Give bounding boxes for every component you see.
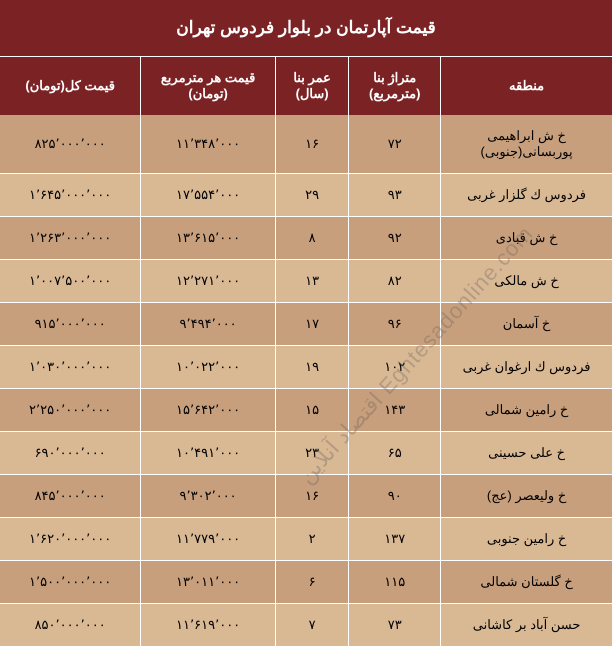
cell-age: ۶ bbox=[275, 561, 348, 604]
cell-ppm: ۱۲٬۲۷۱٬۰۰۰ bbox=[141, 260, 276, 303]
cell-total: ۱٬۰۳۰٬۰۰۰٬۰۰۰ bbox=[0, 346, 141, 389]
cell-total: ۱٬۵۰۰٬۰۰۰٬۰۰۰ bbox=[0, 561, 141, 604]
cell-ppm: ۱۱٬۷۷۹٬۰۰۰ bbox=[141, 518, 276, 561]
table-body: خ ش ابراهیمی پوربسانی(جنوبی)۷۲۱۶۱۱٬۳۴۸٬۰… bbox=[0, 115, 612, 646]
cell-area: خ علی حسینی bbox=[441, 432, 612, 475]
cell-age: ۱۶ bbox=[275, 475, 348, 518]
cell-age: ۱۶ bbox=[275, 115, 348, 174]
cell-age: ۲۹ bbox=[275, 174, 348, 217]
cell-ppm: ۱۰٬۴۹۱٬۰۰۰ bbox=[141, 432, 276, 475]
table-header: منطقه متراژ بنا (مترمربع) عمر بنا (سال) … bbox=[0, 57, 612, 116]
cell-size: ۱۳۷ bbox=[349, 518, 441, 561]
cell-total: ۸۵۰٬۰۰۰٬۰۰۰ bbox=[0, 604, 141, 646]
cell-area: خ ش مالکی bbox=[441, 260, 612, 303]
table-row: خ گلستان شمالی۱۱۵۶۱۳٬۰۱۱٬۰۰۰۱٬۵۰۰٬۰۰۰٬۰۰… bbox=[0, 561, 612, 604]
cell-size: ۱۰۲ bbox=[349, 346, 441, 389]
col-area: منطقه bbox=[441, 57, 612, 116]
cell-total: ۸۲۵٬۰۰۰٬۰۰۰ bbox=[0, 115, 141, 174]
table-row: خ ش قبادی۹۲۸۱۳٬۶۱۵٬۰۰۰۱٬۲۶۳٬۰۰۰٬۰۰۰ bbox=[0, 217, 612, 260]
cell-size: ۹۶ bbox=[349, 303, 441, 346]
cell-age: ۱۳ bbox=[275, 260, 348, 303]
cell-ppm: ۱۰٬۰۲۲٬۰۰۰ bbox=[141, 346, 276, 389]
cell-total: ۱٬۰۰۷٬۵۰۰٬۰۰۰ bbox=[0, 260, 141, 303]
cell-size: ۷۲ bbox=[349, 115, 441, 174]
cell-total: ۱٬۶۴۵٬۰۰۰٬۰۰۰ bbox=[0, 174, 141, 217]
cell-age: ۷ bbox=[275, 604, 348, 646]
cell-area: خ آسمان bbox=[441, 303, 612, 346]
cell-area: خ ش ابراهیمی پوربسانی(جنوبی) bbox=[441, 115, 612, 174]
col-total: قیمت کل(تومان) bbox=[0, 57, 141, 116]
col-age: عمر بنا (سال) bbox=[275, 57, 348, 116]
cell-area: خ گلستان شمالی bbox=[441, 561, 612, 604]
cell-ppm: ۱۵٬۶۴۲٬۰۰۰ bbox=[141, 389, 276, 432]
cell-size: ۸۲ bbox=[349, 260, 441, 303]
price-table: منطقه متراژ بنا (مترمربع) عمر بنا (سال) … bbox=[0, 56, 612, 646]
cell-total: ۲٬۲۵۰٬۰۰۰٬۰۰۰ bbox=[0, 389, 141, 432]
cell-area: حسن آباد بر کاشانی bbox=[441, 604, 612, 646]
cell-size: ۶۵ bbox=[349, 432, 441, 475]
cell-age: ۱۹ bbox=[275, 346, 348, 389]
cell-age: ۲۳ bbox=[275, 432, 348, 475]
table-row: خ رامین شمالی۱۴۳۱۵۱۵٬۶۴۲٬۰۰۰۲٬۲۵۰٬۰۰۰٬۰۰… bbox=[0, 389, 612, 432]
col-ppm: قیمت هر مترمربع (تومان) bbox=[141, 57, 276, 116]
table-row: حسن آباد بر کاشانی۷۳۷۱۱٬۶۱۹٬۰۰۰۸۵۰٬۰۰۰٬۰… bbox=[0, 604, 612, 646]
cell-area: خ رامین جنوبی bbox=[441, 518, 612, 561]
cell-area: فردوس ك ارغوان غربی bbox=[441, 346, 612, 389]
cell-ppm: ۱۳٬۶۱۵٬۰۰۰ bbox=[141, 217, 276, 260]
table-row: فردوس ك گلزار غربی۹۳۲۹۱۷٬۵۵۴٬۰۰۰۱٬۶۴۵٬۰۰… bbox=[0, 174, 612, 217]
col-size: متراژ بنا (مترمربع) bbox=[349, 57, 441, 116]
table-row: خ علی حسینی۶۵۲۳۱۰٬۴۹۱٬۰۰۰۶۹۰٬۰۰۰٬۰۰۰ bbox=[0, 432, 612, 475]
cell-ppm: ۱۱٬۶۱۹٬۰۰۰ bbox=[141, 604, 276, 646]
cell-total: ۸۴۵٬۰۰۰٬۰۰۰ bbox=[0, 475, 141, 518]
cell-age: ۸ bbox=[275, 217, 348, 260]
table-row: خ ش ابراهیمی پوربسانی(جنوبی)۷۲۱۶۱۱٬۳۴۸٬۰… bbox=[0, 115, 612, 174]
table-row: خ رامین جنوبی۱۳۷۲۱۱٬۷۷۹٬۰۰۰۱٬۶۲۰٬۰۰۰٬۰۰۰ bbox=[0, 518, 612, 561]
cell-total: ۱٬۲۶۳٬۰۰۰٬۰۰۰ bbox=[0, 217, 141, 260]
cell-size: ۱۱۵ bbox=[349, 561, 441, 604]
cell-age: ۲ bbox=[275, 518, 348, 561]
cell-size: ۹۰ bbox=[349, 475, 441, 518]
cell-total: ۹۱۵٬۰۰۰٬۰۰۰ bbox=[0, 303, 141, 346]
cell-ppm: ۱۳٬۰۱۱٬۰۰۰ bbox=[141, 561, 276, 604]
cell-ppm: ۹٬۴۹۴٬۰۰۰ bbox=[141, 303, 276, 346]
table-row: خ ولیعصر (عج)۹۰۱۶۹٬۳۰۲٬۰۰۰۸۴۵٬۰۰۰٬۰۰۰ bbox=[0, 475, 612, 518]
table-row: خ ش مالکی۸۲۱۳۱۲٬۲۷۱٬۰۰۰۱٬۰۰۷٬۵۰۰٬۰۰۰ bbox=[0, 260, 612, 303]
cell-size: ۱۴۳ bbox=[349, 389, 441, 432]
cell-area: خ ولیعصر (عج) bbox=[441, 475, 612, 518]
cell-ppm: ۱۱٬۳۴۸٬۰۰۰ bbox=[141, 115, 276, 174]
cell-ppm: ۹٬۳۰۲٬۰۰۰ bbox=[141, 475, 276, 518]
cell-total: ۶۹۰٬۰۰۰٬۰۰۰ bbox=[0, 432, 141, 475]
cell-age: ۱۵ bbox=[275, 389, 348, 432]
cell-total: ۱٬۶۲۰٬۰۰۰٬۰۰۰ bbox=[0, 518, 141, 561]
cell-size: ۷۳ bbox=[349, 604, 441, 646]
cell-area: خ رامین شمالی bbox=[441, 389, 612, 432]
price-table-container: قیمت آپارتمان در بلوار فردوس تهران منطقه… bbox=[0, 0, 612, 646]
cell-size: ۹۳ bbox=[349, 174, 441, 217]
cell-age: ۱۷ bbox=[275, 303, 348, 346]
cell-ppm: ۱۷٬۵۵۴٬۰۰۰ bbox=[141, 174, 276, 217]
cell-area: خ ش قبادی bbox=[441, 217, 612, 260]
cell-area: فردوس ك گلزار غربی bbox=[441, 174, 612, 217]
table-title: قیمت آپارتمان در بلوار فردوس تهران bbox=[0, 0, 612, 56]
cell-size: ۹۲ bbox=[349, 217, 441, 260]
table-row: خ آسمان۹۶۱۷۹٬۴۹۴٬۰۰۰۹۱۵٬۰۰۰٬۰۰۰ bbox=[0, 303, 612, 346]
table-row: فردوس ك ارغوان غربی۱۰۲۱۹۱۰٬۰۲۲٬۰۰۰۱٬۰۳۰٬… bbox=[0, 346, 612, 389]
